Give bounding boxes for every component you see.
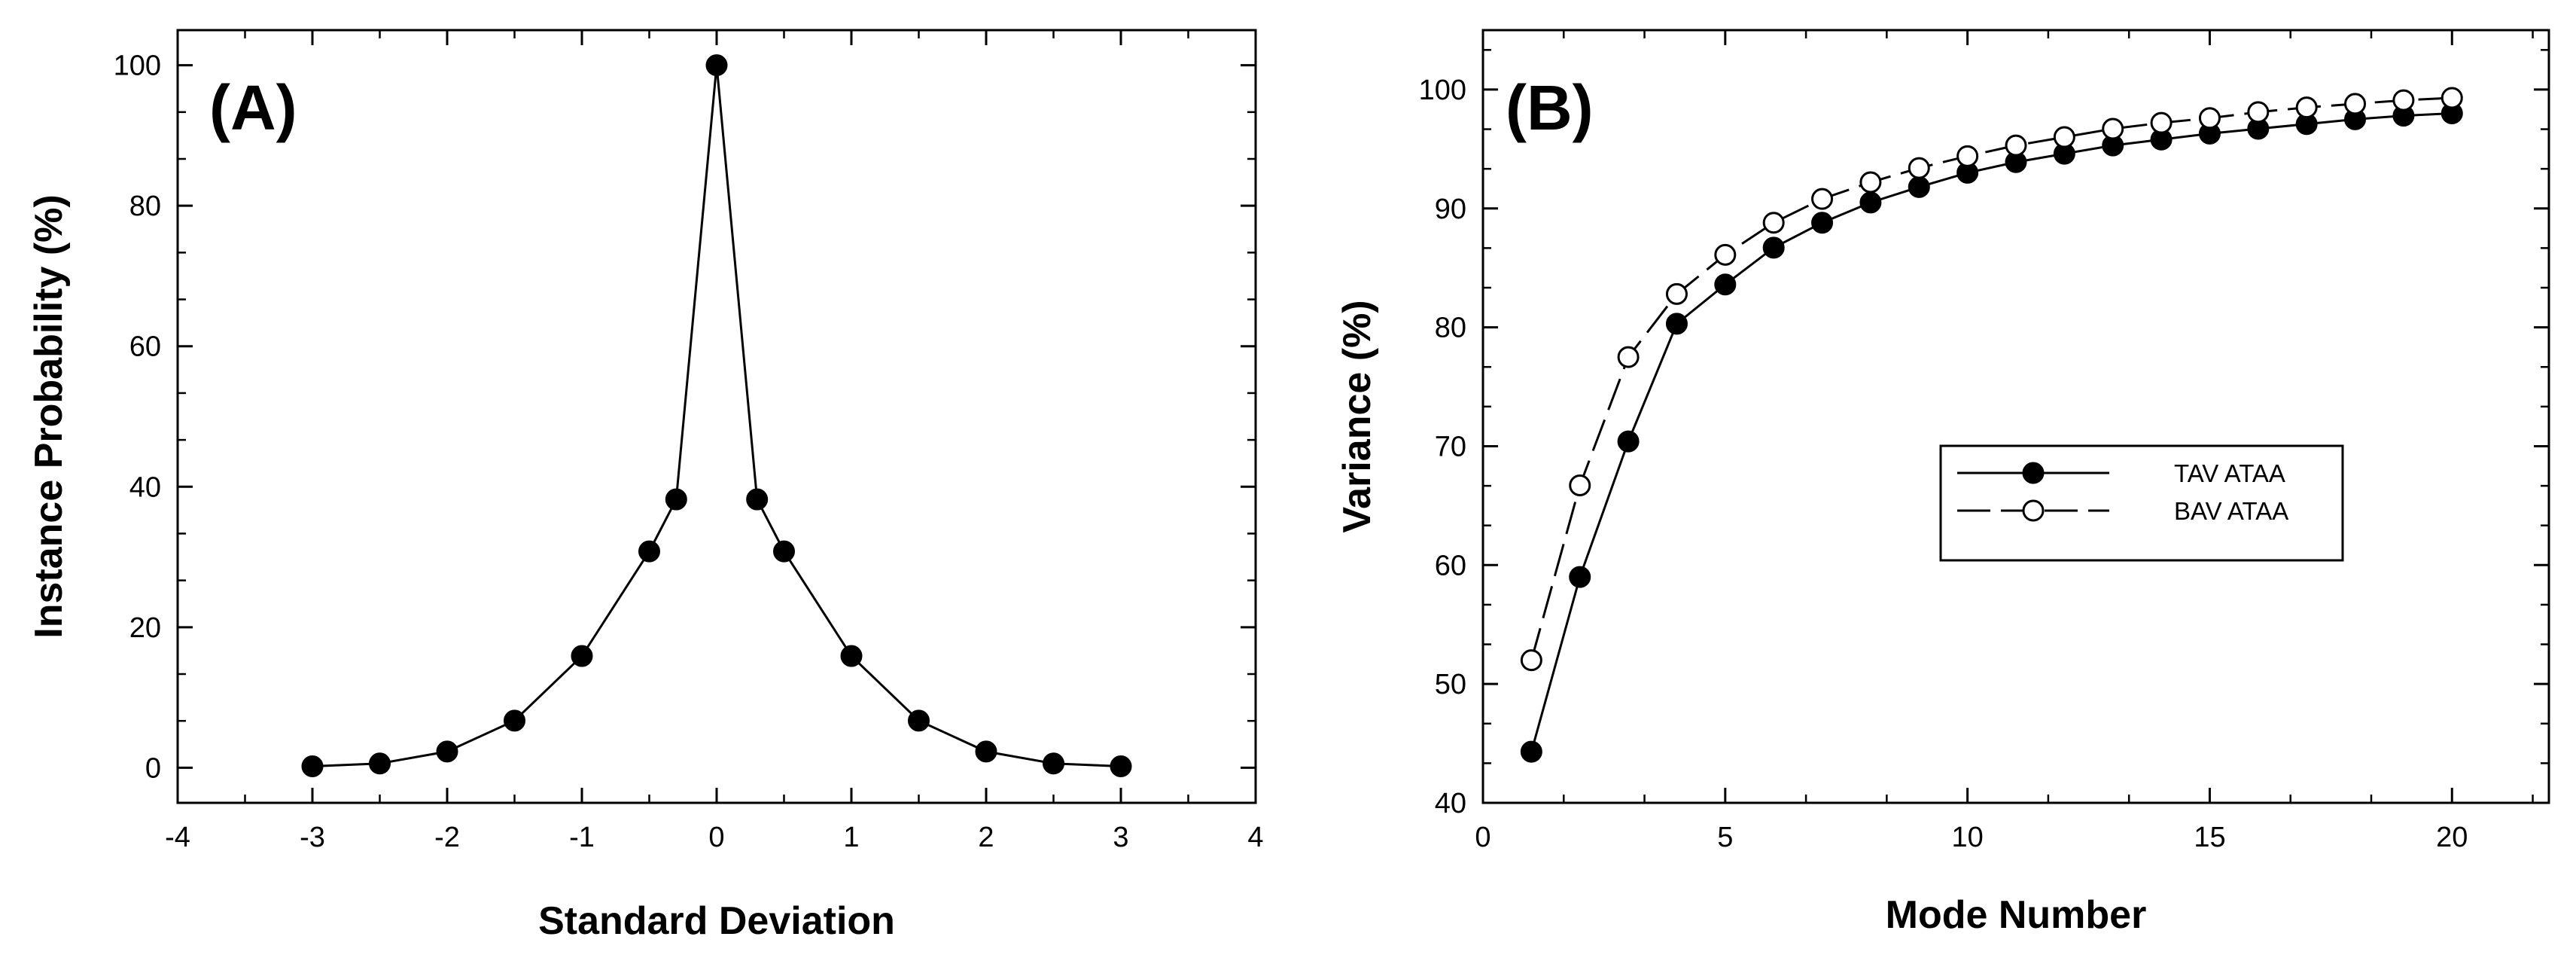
panel-b-y-tick-label: 90 (1435, 194, 1466, 225)
panel-b-series-1-line (1530, 111, 2453, 752)
panel-a-series-1-point (665, 488, 687, 511)
panel-b-series-2-point (1956, 145, 1979, 167)
panel-a-series-1-point (840, 645, 863, 667)
panel-b-legend-1-marker (2022, 462, 2045, 484)
panel-a-x-tick-label: 0 (708, 822, 724, 853)
panel-b-series-2-point (1762, 212, 1785, 234)
panel-b-y-tick-label: 70 (1435, 431, 1466, 462)
panel-b-series-2-point (2053, 126, 2075, 148)
panel-a-series-1-point (773, 540, 795, 563)
panel-b-series-1-point (1520, 740, 1542, 763)
panel-b-series-2-point (2198, 107, 2221, 130)
panel-b-series-2-point (1811, 188, 1834, 210)
panel-a-y-tick-label: 100 (114, 50, 161, 82)
panel-a-series-1-point (571, 645, 593, 667)
panel-b-x-tick-label: 10 (1951, 822, 1983, 853)
panel-a-series-1-line (312, 65, 1122, 767)
panel-a-y-tick-label: 40 (129, 471, 161, 503)
panel-b-y-axis-title: Variance (%) (1335, 300, 1379, 532)
panel-a-series-1-point (975, 740, 997, 763)
panel-b-series-2-point (1617, 346, 1640, 368)
panel-b-y-tick-label: 60 (1435, 550, 1466, 581)
panel-a-series-1-point (705, 54, 728, 77)
panel-b-y-tick-label: 80 (1435, 313, 1466, 344)
panel-a-series-1-point (638, 540, 660, 563)
panel-a-y-tick-label: 0 (145, 752, 161, 784)
panel-a-y-tick-label: 60 (129, 331, 161, 363)
panel-b-series-2-point (1908, 157, 1930, 179)
panel-b-series-2-point (1520, 649, 1542, 672)
panel-b-series-2-point (2150, 111, 2173, 134)
panel-a-x-tick-label: 4 (1247, 822, 1263, 853)
panel-b-series-2-point (2102, 117, 2124, 140)
panel-a-series-1-point (436, 740, 458, 763)
panel-b-series-2-point (2247, 101, 2270, 124)
panel-b-x-axis-title: Mode Number (1886, 893, 2147, 937)
panel-a-y-tick-label: 20 (129, 612, 161, 644)
panel-b-x-tick-label: 5 (1717, 822, 1733, 853)
panel-b-series-2-line (1530, 96, 2453, 660)
panel-b-series-2-point (2441, 87, 2463, 109)
panel-b-series-1-point (1617, 430, 1640, 453)
panel-b-series-2-point (1714, 243, 1737, 266)
panel-b-series-2-point (1569, 474, 1591, 497)
panel-b-y-tick-label: 50 (1435, 669, 1466, 700)
panel-a-series-1-point (369, 752, 391, 775)
panel-a-series-1-point (746, 488, 769, 511)
panel-a-y-axis-title: Instance Probability (%) (27, 194, 71, 638)
panel-a-x-axis-title: Standard Deviation (538, 899, 895, 943)
panel-b-series-2-point (1859, 171, 1882, 194)
panel-b-x-tick-label: 20 (2436, 822, 2468, 853)
panel-a-label: (A) (209, 72, 297, 143)
panel-b-legend-2-marker (2022, 499, 2045, 522)
panel-b-series-2-point (2295, 96, 2318, 119)
panel-b-series-1-point (1569, 566, 1591, 588)
panel-b-y-tick-label: 100 (1419, 75, 1466, 106)
panel-a-series-1-point (908, 709, 930, 732)
panel-b-x-tick-label: 0 (1475, 822, 1490, 853)
panel-b-plot-frame (1481, 29, 2550, 804)
panel-a-plot-frame (176, 29, 1257, 804)
panel-b-x-tick-label: 15 (2194, 822, 2225, 853)
panel-b-series-2-point (2005, 134, 2027, 157)
panel-a-series-1-point (301, 755, 324, 777)
panel-a-series-1-point (1043, 752, 1064, 775)
panel-b-series-1-point (1665, 313, 1688, 335)
panel-a-x-tick-label: 1 (843, 822, 859, 853)
panel-b-series-2-point (2392, 89, 2415, 111)
panel-b-series-1-point (1714, 273, 1737, 296)
panel-a-y-tick-label: 80 (129, 191, 161, 222)
panel-b-y-tick-label: 40 (1435, 788, 1466, 819)
panel-b-legend-1-label: TAV ATAA (2174, 459, 2285, 487)
panel-a-x-tick-label: -1 (569, 822, 595, 853)
panel-b-series-2-point (2344, 93, 2367, 115)
panel-b-series-1-point (1859, 191, 1882, 214)
panel-b-legend-2-label: BAV ATAA (2174, 497, 2288, 525)
panel-a-x-tick-label: -3 (300, 822, 325, 853)
panel-b-series-1-point (1811, 212, 1834, 234)
panel-a-x-tick-label: -2 (434, 822, 460, 853)
panel-a-x-tick-label: 2 (978, 822, 994, 853)
panel-a-series-1-point (504, 709, 525, 732)
panel-a-series-1-point (1110, 755, 1132, 777)
panel-a-x-tick-label: -4 (165, 822, 190, 853)
panel-b-series-1-point (1908, 175, 1930, 198)
panel-b-label: (B) (1506, 72, 1594, 143)
panel-b-series-2-point (1665, 282, 1688, 305)
panel-b-legend-box (1939, 444, 2344, 562)
panel-b-series-1-point (1762, 236, 1785, 259)
panel-a-x-tick-label: 3 (1113, 822, 1128, 853)
